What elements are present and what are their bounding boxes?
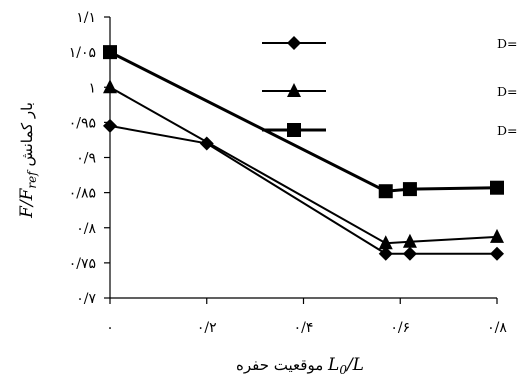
x-axis-label-subscript: 0 (339, 363, 347, 377)
x-axis-label-symbol: L (327, 355, 339, 375)
legend-marker-triangle (287, 83, 301, 97)
data-point-triangle (490, 228, 504, 243)
data-point-triangle (103, 79, 117, 94)
data-point-square (103, 45, 117, 60)
y-axis-label-persian: بار کمانش (18, 102, 36, 171)
x-tick-label: ۰/۸ (487, 320, 507, 336)
series-2 (103, 79, 504, 250)
data-point-triangle (378, 235, 393, 250)
y-axis-label-subscript: ref (25, 169, 39, 189)
y-tick-label: ۰/۸۵ (69, 186, 96, 202)
series-1 (103, 118, 504, 261)
y-tick-label: ۱ (88, 80, 96, 96)
data-point-square (402, 182, 417, 197)
legend-marker-diamond (287, 36, 301, 50)
x-tick-label: ۰ (106, 320, 114, 336)
series-line (109, 86, 498, 245)
legend-label: تجربی D=۳۹/۰۵ , L=۸/۵۲D (497, 36, 518, 52)
x-tick-label: ۰/۴ (294, 320, 314, 336)
x-axis-label-persian: موقعیت حفره (236, 356, 328, 374)
y-tick-label: ۰/۸ (76, 221, 96, 237)
y-tick-label: ۰/۹ (76, 151, 96, 167)
x-tick-label: ۰/۲ (197, 320, 217, 336)
legend: تجربی D=۳۹/۰۵ , L=۸/۵۲D تجربی D=۳۹/۰۵ , L… (262, 36, 518, 139)
y-tick-label: ۱/۱ (76, 10, 96, 26)
data-point-diamond (103, 118, 117, 133)
axis-labels: موقعیت حفره L0/L F/Fref بار کمانش (17, 102, 364, 377)
series-line (109, 50, 498, 193)
x-axis-label: موقعیت حفره L0/L (236, 355, 364, 377)
data-point-diamond (378, 246, 393, 261)
data-point-square (378, 184, 393, 199)
data-point-triangle (402, 233, 417, 248)
data-point-diamond (490, 246, 504, 261)
data-point-diamond (402, 246, 417, 261)
legend-label: تجربی D=۳۹/۰۵ , L=۳/۸۴D (497, 123, 518, 139)
legend-marker-square (287, 123, 301, 137)
legend-label: تجربی D=۳۹/۰۵ , L=۶/۴D (497, 84, 518, 100)
y-tick-label: ۱/۰۵ (69, 45, 96, 61)
y-tick-label: ۰/۷ (76, 291, 96, 307)
series-layer (103, 45, 504, 261)
x-tick-label: ۰/۶ (390, 320, 410, 336)
y-axis-label-symbol: F/F (17, 187, 37, 219)
y-tick-label: ۰/۷۵ (69, 256, 96, 272)
data-point-square (490, 180, 504, 195)
series-3 (103, 45, 504, 199)
axes: ۰/۷ ۰/۷۵ ۰/۸ ۰/۸۵ ۰/۹ ۰/۹۵ ۱ ۱/۰۵ ۱/۱ ۰ ۰/۲ ۰/۴ ۰/۶ ۰… (69, 10, 508, 336)
y-axis-label: F/Fref بار کمانش (17, 102, 39, 219)
y-tick-label: ۰/۹۵ (69, 115, 96, 131)
x-axis-label-suffix: /L (345, 355, 364, 375)
